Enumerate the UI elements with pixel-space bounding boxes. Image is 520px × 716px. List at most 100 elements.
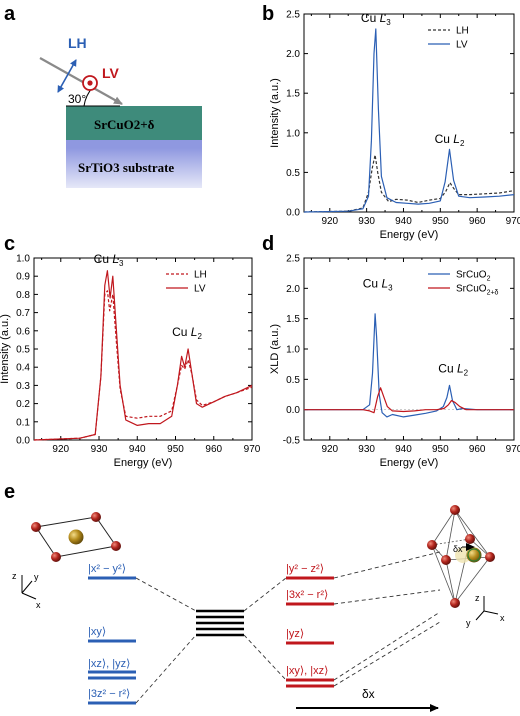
x-tick-label: 920 bbox=[52, 444, 69, 455]
legend-label: LV bbox=[456, 40, 468, 51]
copper-original-position bbox=[455, 547, 471, 563]
panel-e-diagram: z y x |x² − y²⟩ |xy⟩ |xz⟩, |yz⟩ |3z² − r… bbox=[12, 505, 505, 712]
left-axes-icon: z y x bbox=[12, 571, 41, 610]
x-tick-label: 960 bbox=[469, 444, 486, 455]
series-line bbox=[303, 154, 515, 213]
left-connectors bbox=[135, 577, 197, 704]
square-planar-cluster bbox=[31, 512, 121, 562]
x-tick-label: 940 bbox=[395, 216, 412, 227]
x-tick-label: 940 bbox=[129, 444, 146, 455]
y-tick-label: 0.5 bbox=[286, 168, 300, 179]
x-axis-label: Energy (eV) bbox=[380, 229, 439, 241]
left-level-label: |xz⟩, |yz⟩ bbox=[88, 658, 130, 670]
legend-label: SrCuO2 bbox=[456, 270, 491, 283]
axis-x-label: x bbox=[500, 613, 505, 623]
x-axis-label: Energy (eV) bbox=[380, 457, 439, 469]
panel-label-c: c bbox=[4, 233, 15, 255]
oxygen-atom bbox=[465, 534, 475, 544]
legend-label: SrCuO2+δ bbox=[456, 284, 499, 297]
y-tick-label: 0.4 bbox=[16, 363, 30, 374]
film-layer bbox=[66, 106, 202, 140]
copper-atom bbox=[68, 529, 84, 545]
connector-line bbox=[243, 634, 287, 681]
x-tick-label: 940 bbox=[395, 444, 412, 455]
connector-line bbox=[243, 577, 287, 612]
series-line bbox=[304, 387, 514, 414]
copper-atom bbox=[466, 547, 482, 563]
x-tick-label: 930 bbox=[358, 444, 375, 455]
connector-line bbox=[333, 621, 441, 687]
panel-label-b: b bbox=[262, 3, 274, 25]
central-degenerate-levels bbox=[196, 609, 244, 637]
series-line bbox=[33, 270, 253, 441]
x-axis-label: Energy (eV) bbox=[114, 457, 173, 469]
y-tick-label: 1.5 bbox=[286, 89, 300, 100]
oxygen-atom bbox=[427, 540, 437, 550]
inset-displacement-label: δx bbox=[453, 544, 463, 554]
interface-layer bbox=[66, 140, 202, 148]
lv-polarization-dot bbox=[87, 80, 93, 86]
axis-y-label: y bbox=[466, 618, 471, 628]
octahedron-edges bbox=[431, 509, 491, 604]
oxygen-atom bbox=[111, 541, 121, 551]
connector-line bbox=[333, 551, 441, 579]
angle-label: 30° bbox=[68, 92, 86, 106]
peak-annotation: Cu L3 bbox=[361, 11, 391, 27]
x-tick-label: 970 bbox=[506, 216, 520, 227]
y-tick-label: 1.5 bbox=[286, 314, 300, 325]
beam-arrow bbox=[39, 57, 123, 105]
x-tick-label: 970 bbox=[506, 444, 520, 455]
axis-x bbox=[483, 610, 499, 615]
right-axes-icon: z y x bbox=[466, 593, 505, 628]
x-tick-label: 920 bbox=[321, 444, 338, 455]
y-tick-label: 2.5 bbox=[286, 10, 300, 21]
oxygen-atom bbox=[91, 512, 101, 522]
oxygen-atom bbox=[31, 522, 41, 532]
oxygen-atom bbox=[51, 552, 61, 562]
y-axis-label: Intensity (a.u.) bbox=[0, 314, 11, 384]
left-level-label: |xy⟩ bbox=[88, 626, 106, 638]
connector-line bbox=[333, 589, 441, 605]
axis-x-label: x bbox=[36, 600, 41, 610]
x-tick-label: 930 bbox=[358, 216, 375, 227]
y-tick-label: 0.7 bbox=[16, 308, 30, 319]
y-tick-label: 0.3 bbox=[16, 381, 30, 392]
x-tick-label: 960 bbox=[469, 216, 486, 227]
chart-d: 920 930 940 950 960 970 -0.5 0.0 0.5 1.0 1.5 2.0 2.5… bbox=[269, 254, 520, 470]
oxygen-atom bbox=[450, 598, 460, 608]
substrate-block bbox=[66, 148, 202, 188]
x-tick-label: 950 bbox=[432, 444, 449, 455]
y-tick-label: 0.0 bbox=[286, 405, 300, 416]
oxygen-atom bbox=[485, 552, 495, 562]
right-connectors bbox=[243, 551, 441, 687]
legend-label: LH bbox=[194, 270, 207, 281]
substrate-label: SrTiO3 substrate bbox=[78, 160, 174, 175]
y-tick-label: 2.5 bbox=[286, 254, 300, 265]
left-level-label: |x² − y²⟩ bbox=[88, 563, 126, 575]
x-tick-label: 960 bbox=[205, 444, 222, 455]
panel-label-e: e bbox=[4, 481, 15, 503]
right-level-label: |y² − z²⟩ bbox=[286, 563, 324, 575]
right-level-label: |yz⟩ bbox=[286, 628, 304, 640]
lh-polarization-arrow bbox=[57, 59, 77, 93]
series-line bbox=[304, 313, 514, 418]
axis-z-label: z bbox=[475, 593, 480, 603]
series-line bbox=[303, 28, 515, 213]
y-tick-label: 0.8 bbox=[16, 290, 30, 301]
legend-label: LH bbox=[456, 26, 469, 37]
peak-annotation: Cu L3 bbox=[363, 276, 393, 292]
film-label: SrCuO2+δ bbox=[94, 117, 155, 132]
legend-label: LV bbox=[194, 284, 206, 295]
y-tick-label: 0.0 bbox=[16, 436, 30, 447]
y-tick-label: 0.0 bbox=[286, 208, 300, 219]
axis-x bbox=[21, 592, 37, 600]
x-tick-label: 970 bbox=[244, 444, 261, 455]
peak-annotation: Cu L2 bbox=[172, 325, 202, 341]
y-tick-label: 2.0 bbox=[286, 284, 300, 295]
chart-c: 920 930 940 950 960 970 0.0 0.1 0.2 0.3 0.4 0.5 0.6 0… bbox=[0, 252, 261, 469]
y-axis-label: Intensity (a.u.) bbox=[269, 78, 281, 148]
y-tick-label: 0.5 bbox=[16, 345, 30, 356]
peak-annotation: Cu L2 bbox=[438, 361, 468, 377]
y-tick-label: 0.5 bbox=[286, 375, 300, 386]
